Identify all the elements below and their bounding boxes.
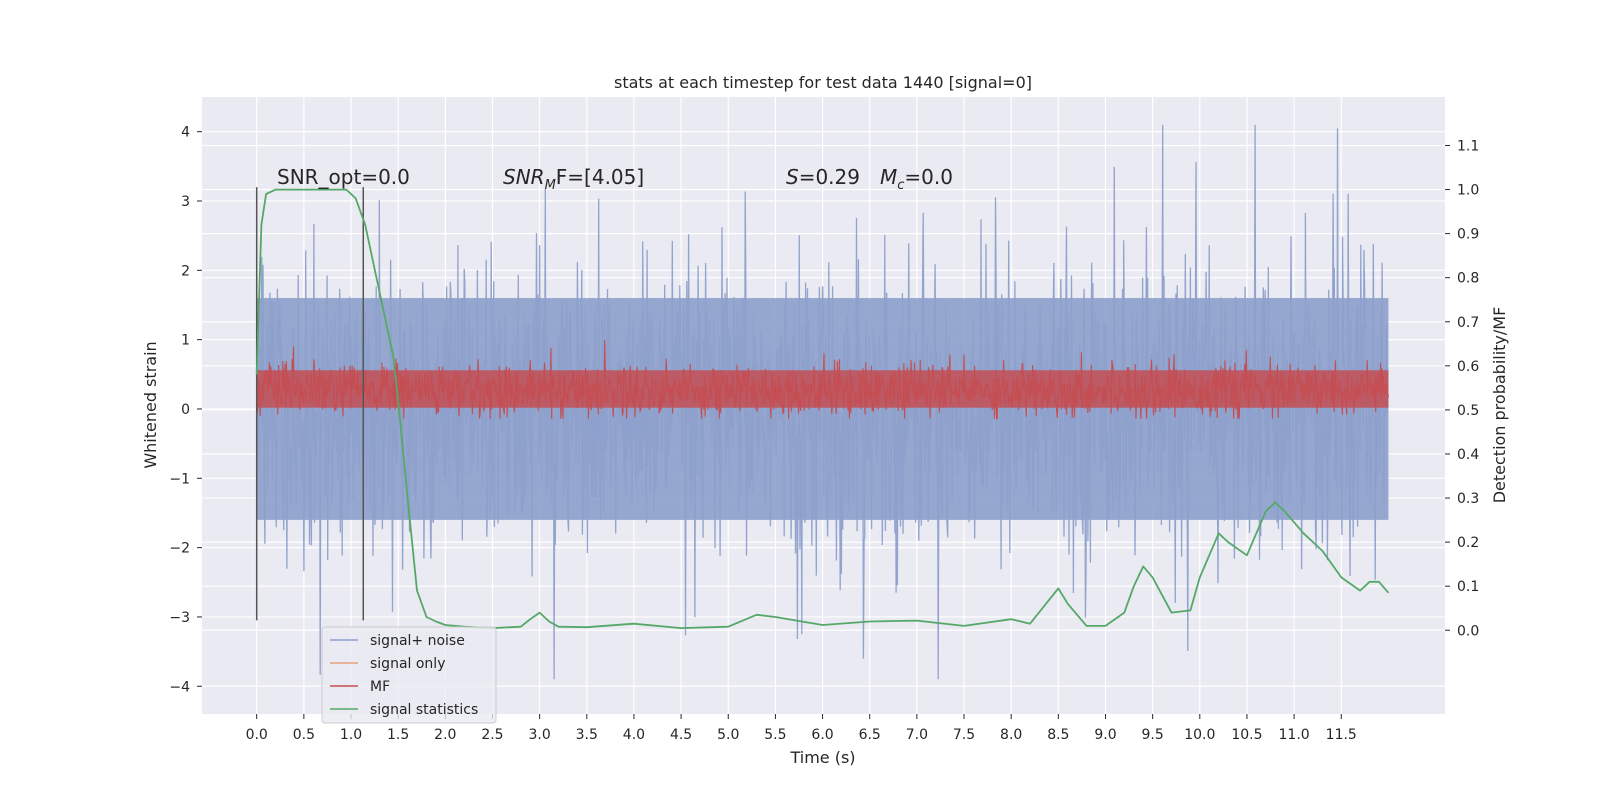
- window-markers: [255, 187, 365, 621]
- legend-label-signal-statistics: signal statistics: [370, 702, 478, 718]
- y-tick-label-right: 0.6: [1457, 359, 1479, 375]
- y-tick-label-left: −1: [169, 471, 190, 487]
- y-tick-label-right: 0.5: [1457, 403, 1479, 419]
- y-tick-label-right: 1.1: [1457, 138, 1479, 154]
- x-tick-label: 10.0: [1184, 727, 1215, 743]
- y-axis-label-right: Detection probability/MF: [1490, 307, 1509, 504]
- x-tick-label: 11.0: [1279, 727, 1310, 743]
- x-tick-label: 7.0: [906, 727, 928, 743]
- legend-box: [321, 626, 497, 724]
- y-tick-label-right: 0.2: [1457, 535, 1479, 551]
- s-annotation: S=0.29: [786, 165, 860, 189]
- x-tick-label: 9.5: [1142, 727, 1164, 743]
- x-tick-label: 8.0: [1000, 727, 1022, 743]
- x-tick-label: 5.5: [764, 727, 786, 743]
- x-tick-label: 8.5: [1047, 727, 1069, 743]
- y-tick-label-right: 0.3: [1457, 491, 1479, 507]
- y-tick-label-left: −4: [169, 679, 190, 695]
- x-tick-label: 3.0: [528, 727, 550, 743]
- y-tick-label-left: 4: [181, 125, 190, 141]
- y-tick-label-right: 0.1: [1457, 579, 1479, 595]
- x-tick-label: 5.0: [717, 727, 739, 743]
- legend: signal+ noise signal only MF signal stat…: [321, 626, 497, 724]
- y-tick-label-left: −2: [169, 541, 190, 557]
- legend-label-signal-noise: signal+ noise: [370, 633, 465, 649]
- y-tick-label-left: 3: [181, 194, 190, 210]
- x-tick-label: 6.5: [859, 727, 881, 743]
- x-tick-label: 9.0: [1094, 727, 1116, 743]
- y-tick-label-right: 0.7: [1457, 315, 1479, 331]
- y-tick-label-right: 0.4: [1457, 447, 1479, 463]
- y-tick-label-right: 1.0: [1457, 183, 1479, 199]
- x-tick-label: 2.5: [481, 727, 503, 743]
- signal-statistics-series: [255, 188, 1390, 629]
- x-tick-label: 6.0: [811, 727, 833, 743]
- noise-line: [256, 124, 1390, 680]
- signal-statistics-line: [255, 188, 1390, 629]
- x-tick-label: 10.5: [1231, 727, 1262, 743]
- x-tick-label: 1.0: [340, 727, 362, 743]
- y-tick-label-left: 1: [181, 333, 190, 349]
- chart-title: stats at each timestep for test data 144…: [614, 73, 1032, 92]
- y-tick-label-left: 2: [181, 263, 190, 279]
- legend-label-signal-only: signal only: [370, 656, 445, 672]
- x-tick-label: 2.0: [434, 727, 456, 743]
- y-tick-label-right: 0.0: [1457, 623, 1479, 639]
- signal-noise-series: [256, 124, 1390, 680]
- x-tick-label: 1.5: [387, 727, 409, 743]
- x-tick-label: 11.5: [1326, 727, 1357, 743]
- y-tick-label-left: −3: [169, 610, 190, 626]
- x-tick-label: 0.0: [246, 727, 268, 743]
- x-axis-label: Time (s): [789, 748, 855, 767]
- x-tick-label: 4.0: [623, 727, 645, 743]
- y-axis-label-left: Whitened strain: [141, 341, 160, 468]
- axes: 0.0 0.5 1.0 1.5 2.0 2.5 3.0 3.5 4.0 4.5 5.0 5.5 6.0 6…: [169, 125, 1479, 743]
- y-tick-label-right: 0.8: [1457, 271, 1479, 287]
- snr-opt-annotation: SNR_opt=0.0: [277, 165, 410, 189]
- mf-series: [256, 340, 1389, 420]
- mc-annotation: Mc=0.0: [880, 165, 953, 193]
- mf-line: [256, 340, 1389, 420]
- y-tick-label-left: 0: [181, 402, 190, 418]
- x-tick-label: 7.5: [953, 727, 975, 743]
- legend-label-mf: MF: [370, 679, 390, 695]
- x-tick-label: 0.5: [293, 727, 315, 743]
- x-tick-label: 3.5: [576, 727, 598, 743]
- x-tick-label: 4.5: [670, 727, 692, 743]
- y-tick-label-right: 0.9: [1457, 227, 1479, 243]
- snr-mf-annotation: SNRMF=[4.05]: [503, 165, 644, 193]
